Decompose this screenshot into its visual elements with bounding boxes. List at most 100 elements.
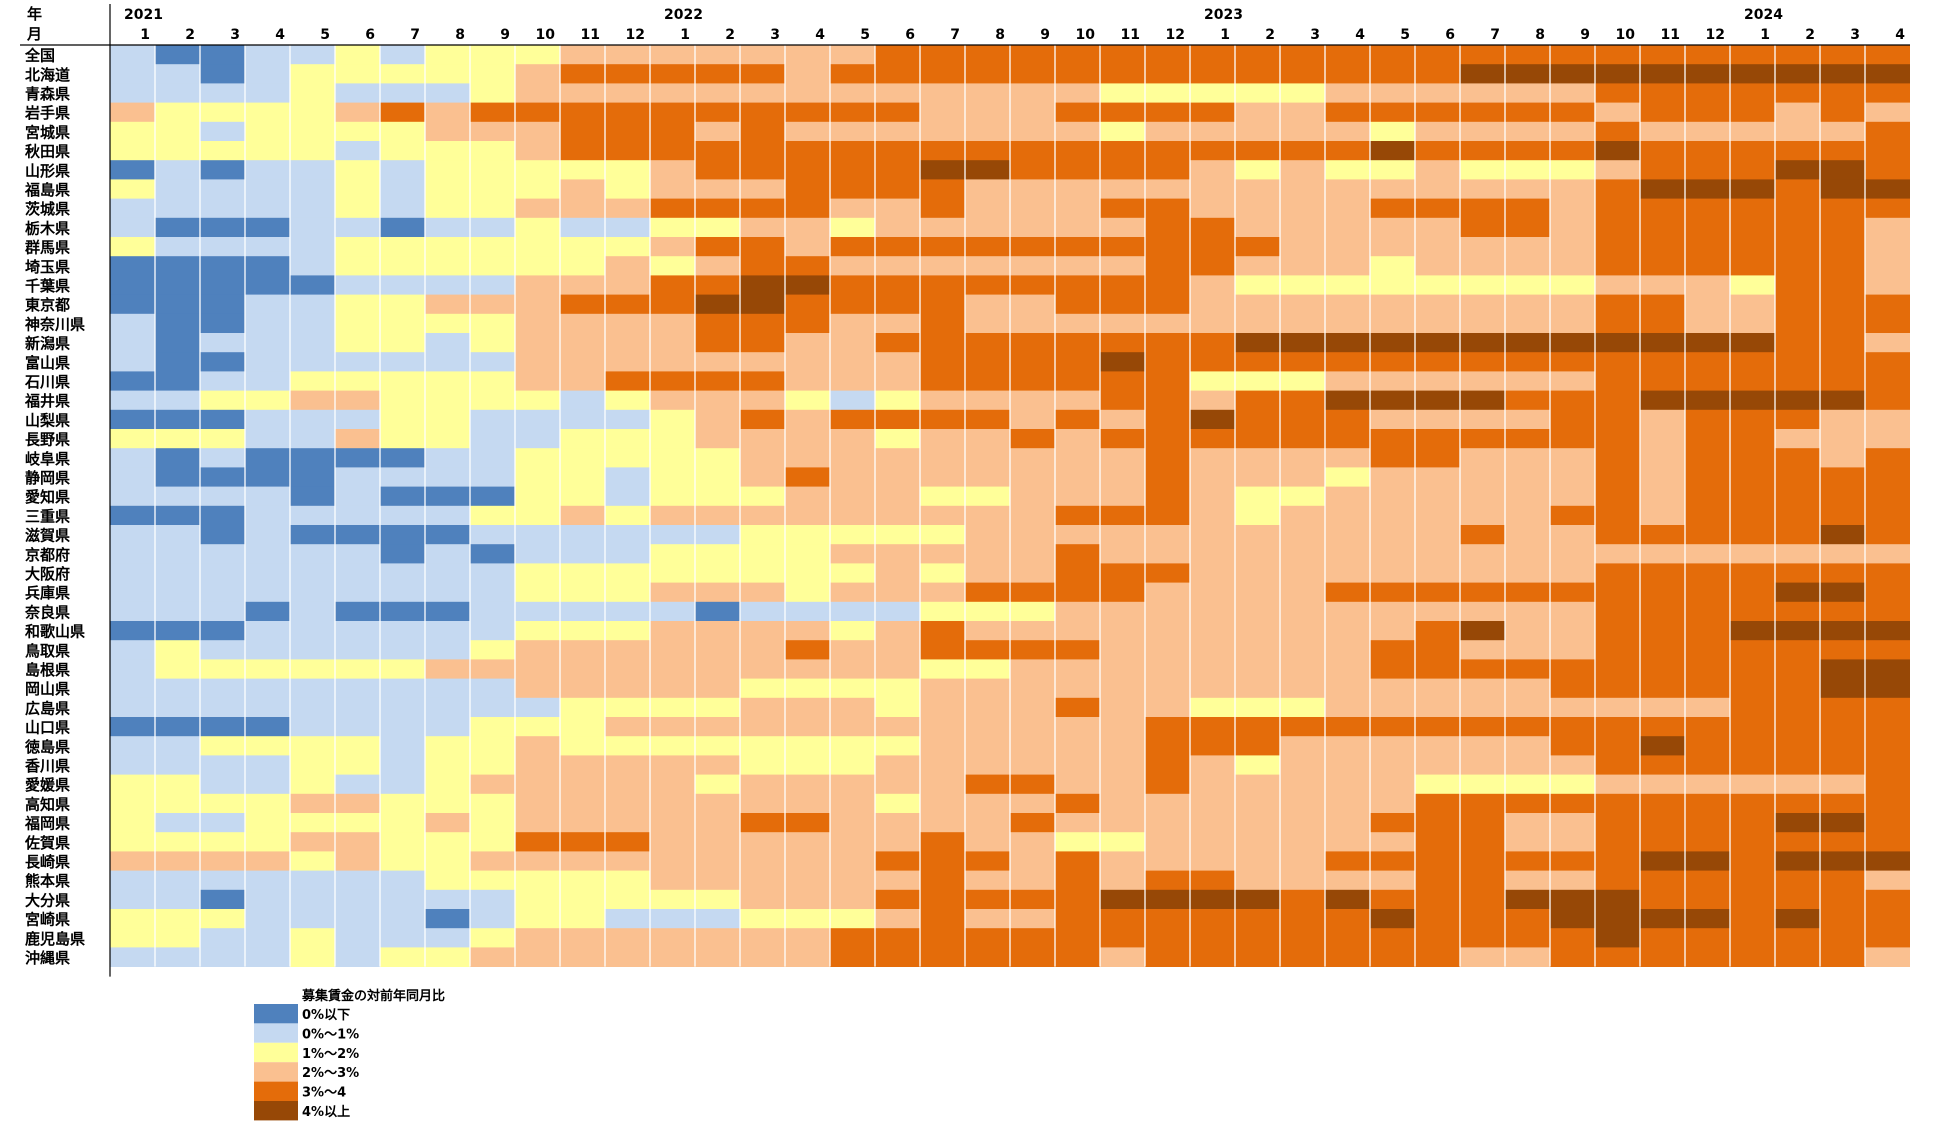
cell — [380, 563, 425, 583]
cell — [920, 813, 965, 833]
cell — [1415, 237, 1460, 257]
cell — [470, 198, 515, 219]
cell — [965, 813, 1010, 833]
cell — [1370, 429, 1415, 449]
cell — [650, 294, 695, 315]
cell — [1145, 505, 1190, 526]
cell — [110, 544, 155, 564]
cell — [1595, 121, 1640, 142]
cell — [560, 736, 605, 756]
cell — [830, 928, 875, 948]
cell — [1190, 429, 1235, 449]
cell — [380, 160, 425, 180]
cell — [1055, 371, 1100, 391]
cell — [560, 889, 605, 910]
cell — [1370, 256, 1415, 276]
cell — [515, 601, 560, 622]
cell — [875, 102, 920, 123]
cell — [695, 333, 740, 353]
year-label: 2024 — [1744, 7, 1783, 23]
cell — [1055, 582, 1100, 603]
cell — [965, 486, 1010, 507]
month-label: 2 — [1265, 27, 1275, 43]
cell — [1145, 429, 1190, 449]
cell — [200, 102, 245, 123]
cell — [1370, 448, 1415, 468]
cell — [1055, 793, 1100, 814]
cell — [1730, 121, 1775, 142]
cell — [1550, 448, 1595, 468]
cell — [1325, 870, 1370, 891]
cell — [110, 64, 155, 84]
cell — [1730, 736, 1775, 756]
cell — [470, 889, 515, 910]
cell — [290, 352, 335, 372]
cell — [1325, 813, 1370, 833]
cell — [965, 601, 1010, 622]
cell — [1820, 755, 1865, 775]
cell — [1235, 659, 1280, 679]
cell — [965, 870, 1010, 891]
cell — [830, 121, 875, 142]
prefecture-label: 宮崎県 — [25, 911, 70, 929]
cell — [200, 678, 245, 699]
cell — [1640, 467, 1685, 487]
cell — [425, 352, 470, 372]
prefecture-label: 沖縄県 — [25, 949, 70, 967]
cell — [695, 813, 740, 833]
cell — [1505, 256, 1550, 276]
cell — [830, 160, 875, 180]
cell — [335, 563, 380, 583]
cell — [1550, 544, 1595, 564]
cell — [785, 640, 830, 660]
cell — [1145, 352, 1190, 372]
cell — [1370, 736, 1415, 756]
cell — [155, 832, 200, 852]
cell — [560, 217, 605, 238]
cell — [1865, 793, 1910, 814]
cell — [425, 928, 470, 948]
cell — [605, 621, 650, 641]
cell — [1505, 813, 1550, 833]
cell — [470, 601, 515, 622]
cell — [1280, 832, 1325, 852]
cell — [560, 909, 605, 929]
cell — [1685, 621, 1730, 641]
cell — [335, 102, 380, 123]
cell — [245, 851, 290, 871]
cell — [740, 640, 785, 660]
cell — [1595, 601, 1640, 622]
cell — [1775, 717, 1820, 737]
cell — [1190, 102, 1235, 123]
cell — [1370, 928, 1415, 948]
cell — [605, 102, 650, 123]
cell — [1100, 333, 1145, 353]
cell — [1865, 409, 1910, 430]
cell — [1190, 141, 1235, 161]
cell — [920, 217, 965, 238]
cell — [695, 525, 740, 545]
cell — [875, 121, 920, 142]
cell — [1460, 774, 1505, 795]
cell — [245, 179, 290, 199]
cell — [1145, 582, 1190, 603]
cell — [605, 467, 650, 487]
cell — [1325, 121, 1370, 142]
cell — [560, 928, 605, 948]
cell — [1190, 889, 1235, 910]
cell — [785, 313, 830, 334]
cell — [1460, 793, 1505, 814]
cell — [1460, 429, 1505, 449]
cell — [785, 409, 830, 430]
cell — [875, 141, 920, 161]
month-label: 9 — [500, 27, 510, 43]
cell — [470, 486, 515, 507]
cell — [1190, 198, 1235, 219]
cell — [110, 621, 155, 641]
cell — [245, 563, 290, 583]
cell — [1595, 678, 1640, 699]
cell — [470, 409, 515, 430]
cell — [1370, 640, 1415, 660]
cell — [965, 409, 1010, 430]
cell — [1100, 45, 1145, 65]
